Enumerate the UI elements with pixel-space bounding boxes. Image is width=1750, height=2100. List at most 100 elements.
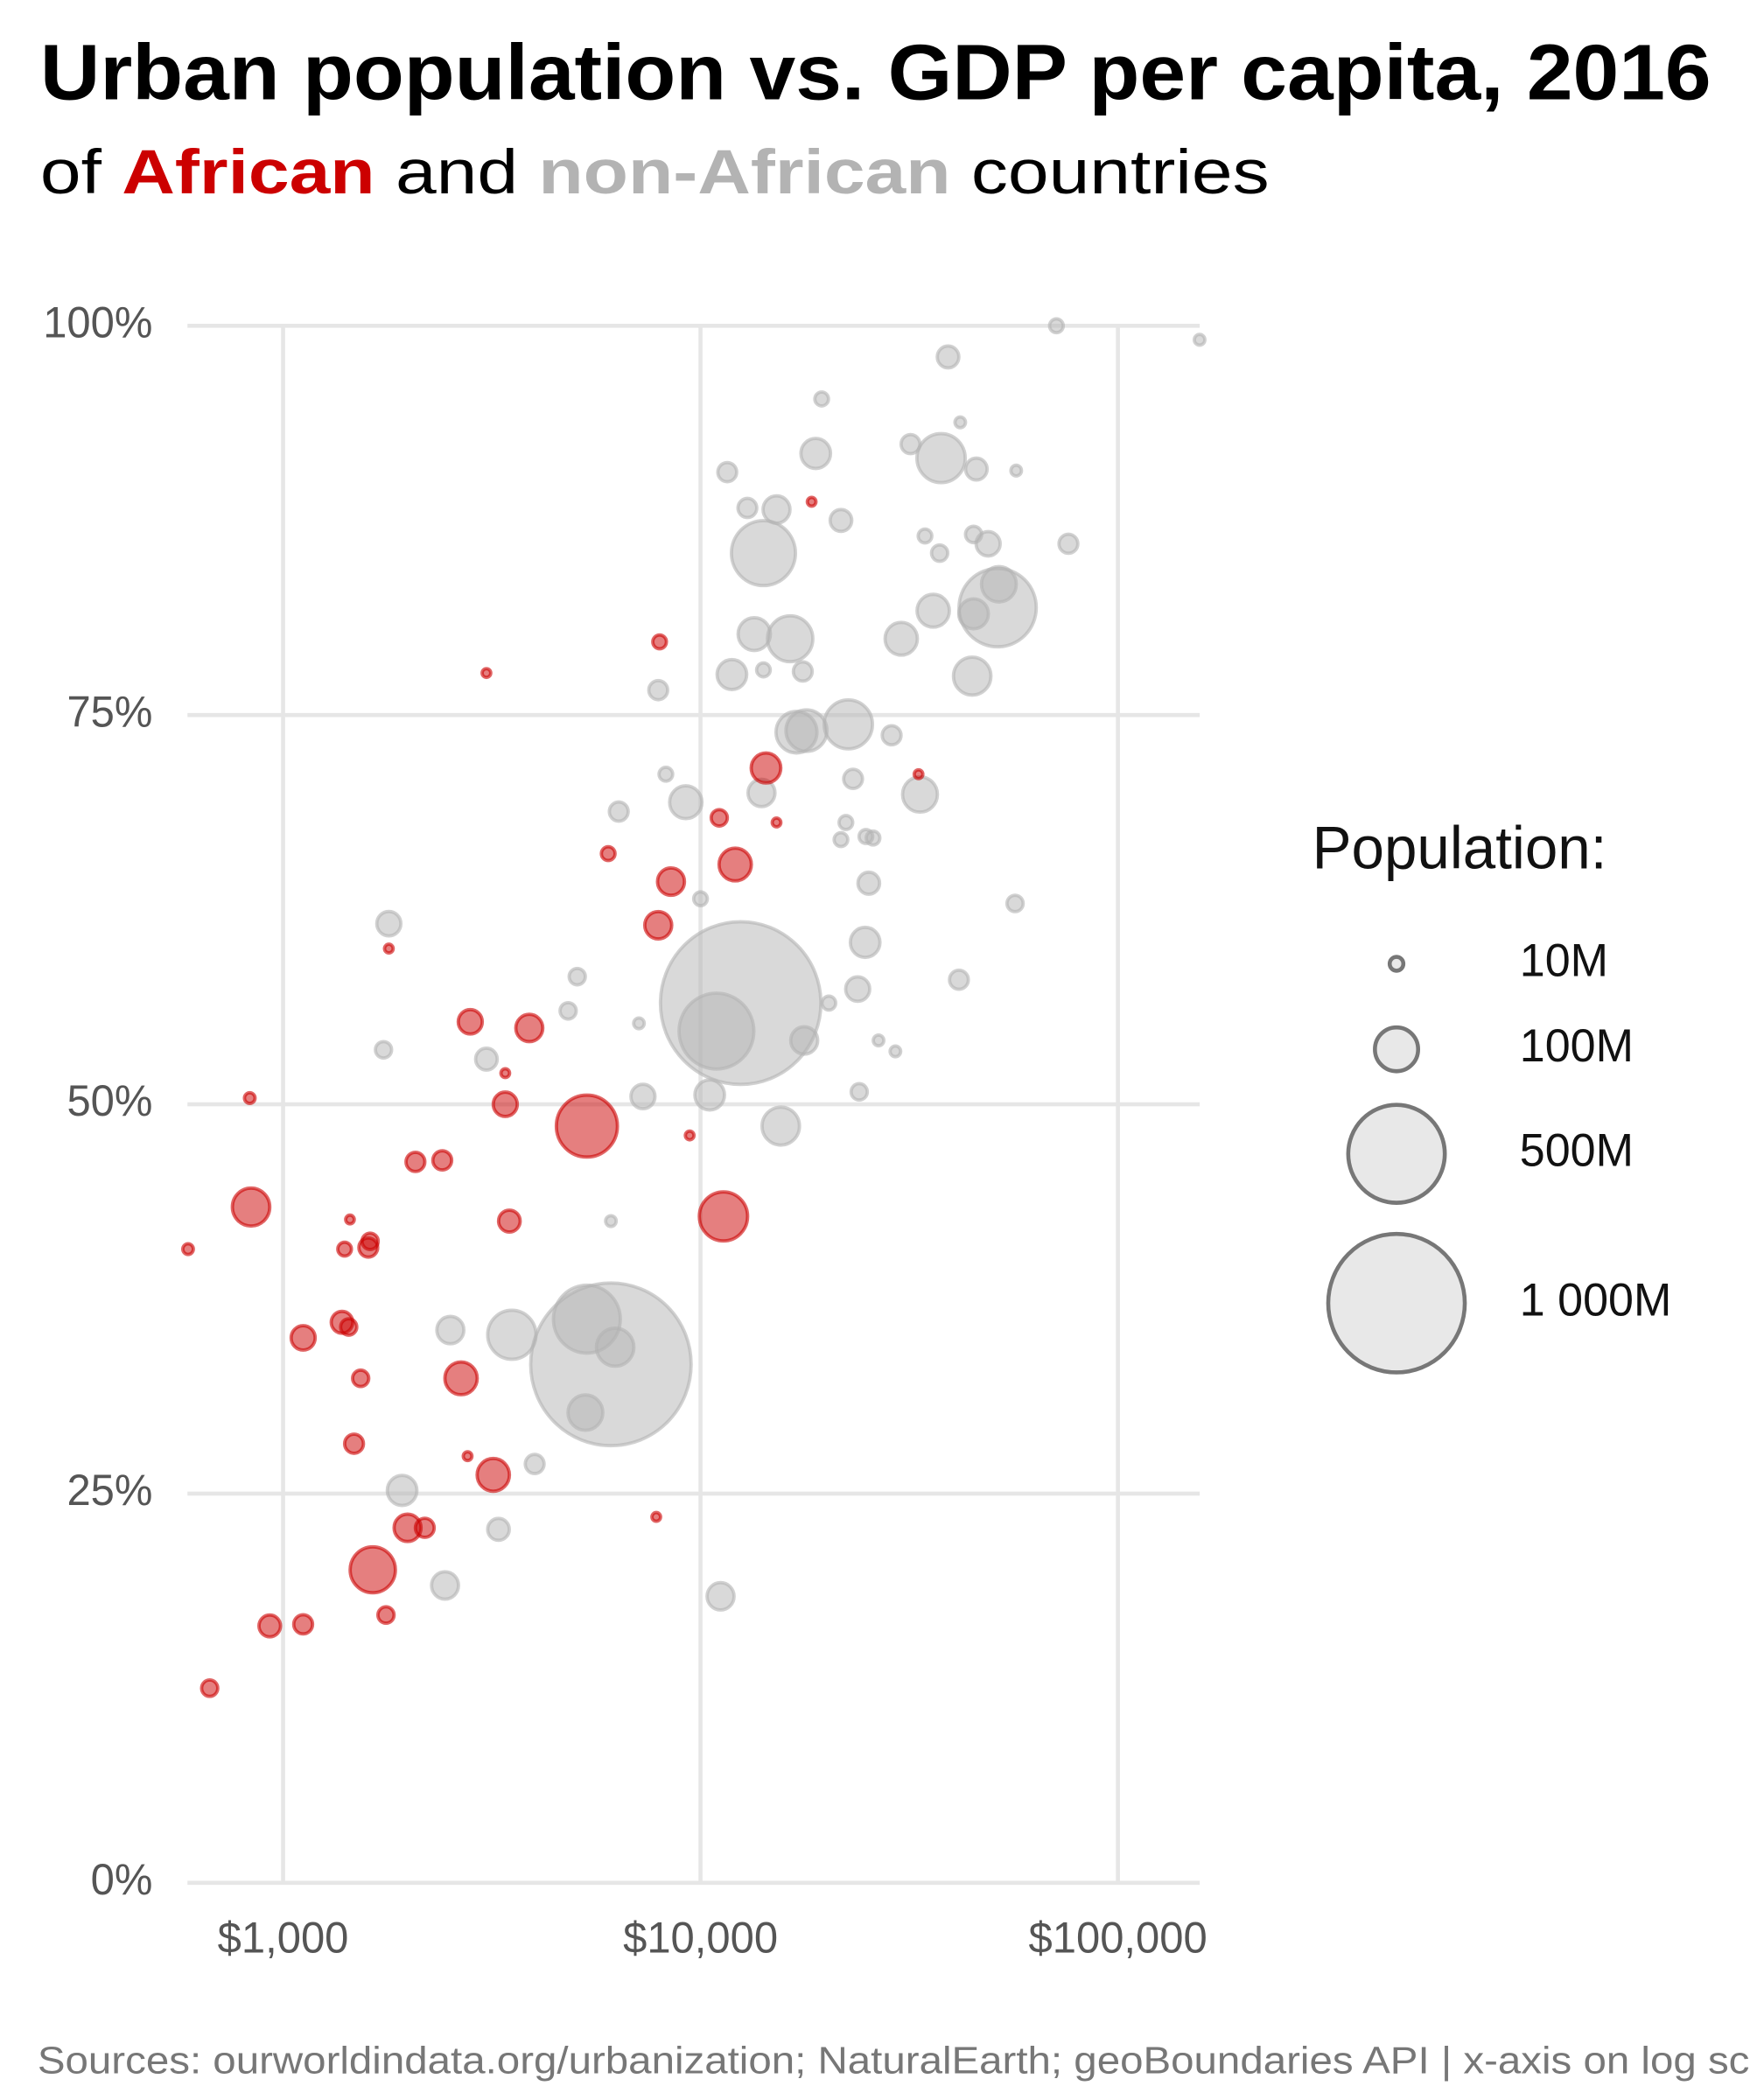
bubble: [709, 808, 730, 828]
legend-title: Population:: [1312, 816, 1607, 882]
bubble: [754, 661, 773, 679]
bubble: [658, 920, 823, 1087]
bubble: [461, 1450, 474, 1463]
bubble: [697, 1190, 750, 1243]
bubble: [848, 925, 882, 960]
bubble: [413, 1516, 437, 1539]
bubble: [766, 613, 815, 664]
bubble: [760, 1105, 802, 1147]
bubble: [749, 751, 783, 785]
subtitle-text: of: [40, 137, 102, 207]
bubble: [357, 1236, 380, 1259]
bubble: [435, 1314, 466, 1346]
bubble: [715, 657, 749, 692]
bubble: [642, 909, 674, 941]
bubble: [957, 566, 1039, 649]
bubble: [342, 1432, 366, 1455]
bubble: [736, 496, 759, 520]
y-tick-label: 0%: [91, 1856, 153, 1904]
bubble: [1057, 532, 1080, 556]
bubble: [788, 1025, 820, 1056]
bubble: [915, 431, 968, 485]
bubble: [770, 816, 783, 829]
bubble: [385, 1474, 419, 1508]
bubble: [257, 1613, 283, 1639]
bubble: [554, 1093, 620, 1159]
legend-bubble: [1346, 1102, 1447, 1205]
bubble: [729, 519, 798, 588]
bubble: [404, 1151, 427, 1173]
bubble: [717, 846, 753, 883]
bubble: [844, 975, 872, 1004]
x-tick-label: $1,000: [218, 1914, 349, 1962]
size-legend: Population: 10M 100M 500M 1 000M: [1312, 816, 1671, 1375]
bubble: [473, 1046, 500, 1072]
bubble: [430, 1570, 460, 1601]
bubble: [344, 1213, 356, 1226]
bubble: [655, 866, 687, 898]
bubble: [916, 527, 934, 545]
bubble: [828, 508, 854, 534]
bubble: [784, 708, 829, 753]
bubble: [514, 1012, 545, 1044]
subtitle-series: African: [122, 137, 374, 207]
bubble: [242, 1090, 257, 1106]
bubble: [915, 592, 951, 629]
y-tick-label: 100%: [43, 298, 152, 346]
bubble: [604, 1214, 619, 1228]
bubble: [558, 1000, 578, 1021]
bubble: [651, 633, 668, 651]
bubble: [632, 1016, 647, 1031]
source-note: Sources: ourworldindata.org/urbanization…: [38, 2040, 1750, 2082]
bubble: [650, 1510, 662, 1523]
bubble: [594, 1326, 636, 1368]
bubble: [1192, 332, 1207, 347]
bubble: [951, 655, 993, 697]
bubble: [351, 1368, 371, 1389]
subtitle-series: non-African: [538, 137, 950, 207]
bubble: [491, 1090, 520, 1118]
bubble: [813, 390, 830, 408]
chart-title: Urban population vs. GDP per capita, 201…: [40, 28, 1712, 116]
bubble: [480, 667, 493, 680]
bubble: [716, 460, 738, 484]
bubble: [607, 800, 630, 823]
bubble: [761, 494, 792, 525]
bubble: [799, 437, 833, 471]
bubble: [289, 1324, 318, 1352]
bubble: [900, 774, 940, 815]
bubble: [683, 1129, 696, 1142]
bubble: [963, 456, 990, 482]
bubble: [499, 1067, 512, 1080]
bubble: [180, 1242, 195, 1256]
bubble: [486, 1308, 538, 1362]
bubble: [832, 830, 850, 849]
legend-bubble: [1387, 955, 1406, 973]
bubble: [443, 1360, 480, 1396]
bubble: [523, 1452, 546, 1475]
subtitle-text: countries: [971, 137, 1270, 207]
bubble: [820, 994, 837, 1012]
bubble: [496, 1208, 522, 1234]
bubble: [668, 784, 704, 821]
bubble: [1004, 893, 1026, 914]
y-tick-label: 50%: [66, 1077, 152, 1125]
bubble: [953, 415, 968, 430]
bubble: [291, 1613, 315, 1636]
subtitle-text: and: [396, 137, 518, 207]
bubble: [374, 1040, 394, 1060]
bubble: [736, 616, 773, 653]
y-tick-label: 75%: [66, 688, 152, 736]
bubble: [339, 1317, 359, 1337]
bubble: [375, 1605, 396, 1626]
bubble: [430, 1149, 454, 1172]
bubble: [456, 1007, 485, 1036]
bubble: [948, 968, 970, 991]
bubble: [629, 1082, 657, 1111]
legend-label: 10M: [1520, 935, 1608, 986]
bubble: [888, 1044, 903, 1059]
x-tick-label: $100,000: [1029, 1914, 1208, 1962]
bubble: [791, 660, 815, 683]
bubble: [657, 765, 675, 783]
